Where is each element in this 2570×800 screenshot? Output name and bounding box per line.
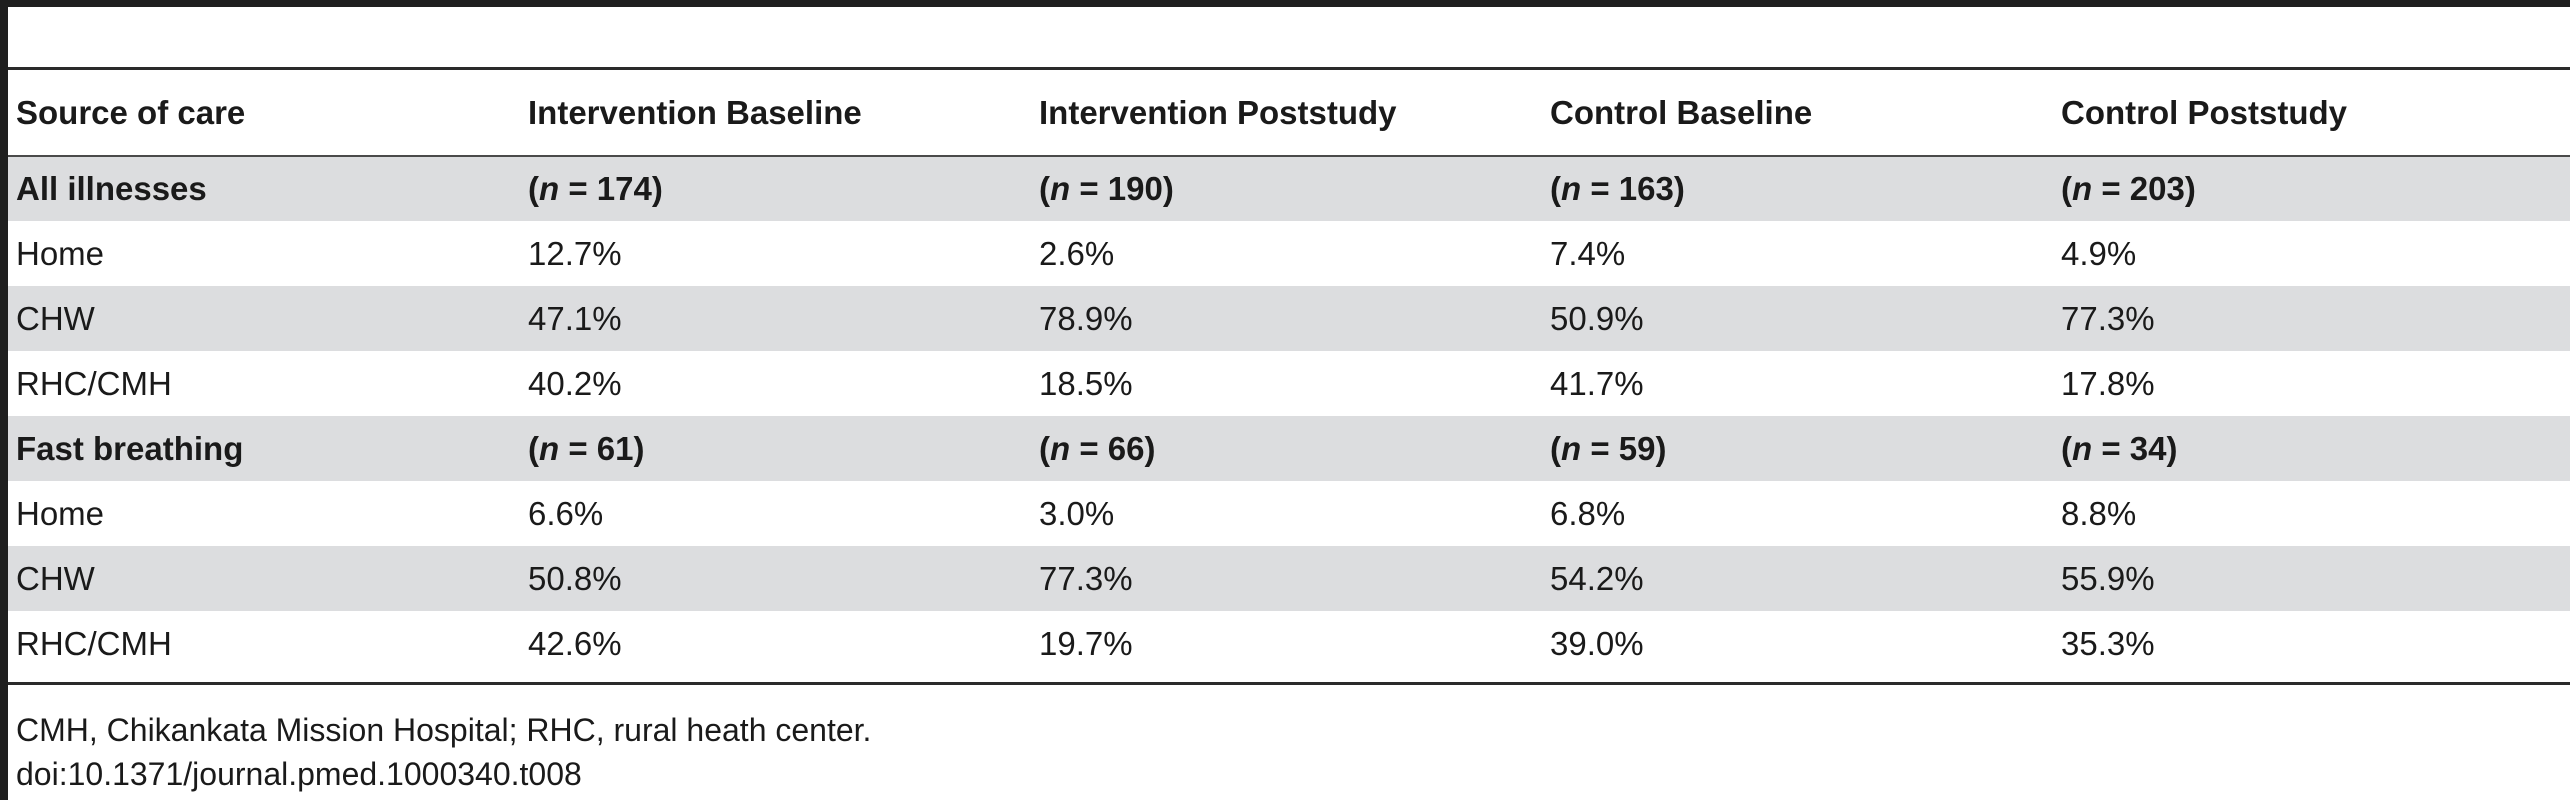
row-label: Home: [8, 221, 520, 286]
table-cell: 41.7%: [1542, 351, 2053, 416]
table-cell: 42.6%: [520, 611, 1031, 676]
row-label: RHC/CMH: [8, 351, 520, 416]
table-cell: 39.0%: [1542, 611, 2053, 676]
table-cell: 7.4%: [1542, 221, 2053, 286]
table-cell: 6.6%: [520, 481, 1031, 546]
top-border: [0, 0, 2570, 7]
n-cell: (n = 174): [520, 156, 1031, 221]
table-cell: 77.3%: [1031, 546, 1542, 611]
table-cell: 78.9%: [1031, 286, 1542, 351]
source-of-care-table: Source of care Intervention Baseline Int…: [8, 70, 2570, 676]
column-header: Intervention Poststudy: [1039, 94, 1397, 131]
n-symbol: n: [2072, 429, 2093, 467]
row-label: CHW: [8, 286, 520, 351]
table-cell: 12.7%: [520, 221, 1031, 286]
n-value: 163: [1618, 169, 1674, 207]
n-cell: (n = 203): [2053, 156, 2570, 221]
n-value: 34: [2129, 429, 2167, 467]
header-bottom-rule: [8, 155, 2570, 157]
row-label: Home: [8, 481, 520, 546]
n-value: 203: [2129, 169, 2185, 207]
table-cell: 8.8%: [2053, 481, 2570, 546]
table-cell: 18.5%: [1031, 351, 1542, 416]
n-symbol: n: [539, 429, 560, 467]
table-cell: 50.8%: [520, 546, 1031, 611]
column-header: Source of care: [16, 94, 246, 131]
section-row-all-illnesses: All illnesses (n = 174) (n = 190) (n = 1…: [8, 156, 2570, 221]
table-row: RHC/CMH 42.6% 19.7% 39.0% 35.3%: [8, 611, 2570, 676]
table-cell: 35.3%: [2053, 611, 2570, 676]
table-cell: 3.0%: [1031, 481, 1542, 546]
n-cell: (n = 61): [520, 416, 1031, 481]
n-value: 190: [1107, 169, 1163, 207]
table-cell: 40.2%: [520, 351, 1031, 416]
n-symbol: n: [1561, 429, 1582, 467]
section-row-fast-breathing: Fast breathing (n = 61) (n = 66) (n = 59…: [8, 416, 2570, 481]
table-cell: 55.9%: [2053, 546, 2570, 611]
table-cell: 6.8%: [1542, 481, 2053, 546]
section-label: All illnesses: [8, 156, 520, 221]
column-header: Control Baseline: [1550, 94, 1813, 131]
table-cell: 50.9%: [1542, 286, 2053, 351]
n-symbol: n: [1050, 169, 1071, 207]
n-value: 61: [596, 429, 634, 467]
row-label: RHC/CMH: [8, 611, 520, 676]
header-top-rule: [8, 67, 2570, 70]
table-cell: 77.3%: [2053, 286, 2570, 351]
table-cell: 17.8%: [2053, 351, 2570, 416]
header-row: Source of care Intervention Baseline Int…: [8, 70, 2570, 156]
n-symbol: n: [1050, 429, 1071, 467]
table-cell: 47.1%: [520, 286, 1031, 351]
table-row: Home 6.6% 3.0% 6.8% 8.8%: [8, 481, 2570, 546]
table-row: Home 12.7% 2.6% 7.4% 4.9%: [8, 221, 2570, 286]
n-value: 66: [1107, 429, 1145, 467]
n-cell: (n = 66): [1031, 416, 1542, 481]
table-bottom-rule: [8, 682, 2570, 685]
column-header: Control Poststudy: [2061, 94, 2347, 131]
left-border: [0, 0, 8, 800]
n-value: 174: [596, 169, 652, 207]
n-cell: (n = 59): [1542, 416, 2053, 481]
table-cell: 54.2%: [1542, 546, 2053, 611]
n-cell: (n = 190): [1031, 156, 1542, 221]
n-symbol: n: [539, 169, 560, 207]
n-symbol: n: [1561, 169, 1582, 207]
section-label: Fast breathing: [8, 416, 520, 481]
n-symbol: n: [2072, 169, 2093, 207]
doi-link[interactable]: doi:10.1371/journal.pmed.1000340.t008: [16, 756, 582, 792]
n-cell: (n = 34): [2053, 416, 2570, 481]
column-header: Intervention Baseline: [528, 94, 862, 131]
n-cell: (n = 163): [1542, 156, 2053, 221]
table-cell: 19.7%: [1031, 611, 1542, 676]
row-label: CHW: [8, 546, 520, 611]
table-cell: 4.9%: [2053, 221, 2570, 286]
n-value: 59: [1618, 429, 1656, 467]
table-cell: 2.6%: [1031, 221, 1542, 286]
table-row: RHC/CMH 40.2% 18.5% 41.7% 17.8%: [8, 351, 2570, 416]
table-footnote: CMH, Chikankata Mission Hospital; RHC, r…: [16, 712, 872, 748]
table-row: CHW 47.1% 78.9% 50.9% 77.3%: [8, 286, 2570, 351]
table-row: CHW 50.8% 77.3% 54.2% 55.9%: [8, 546, 2570, 611]
